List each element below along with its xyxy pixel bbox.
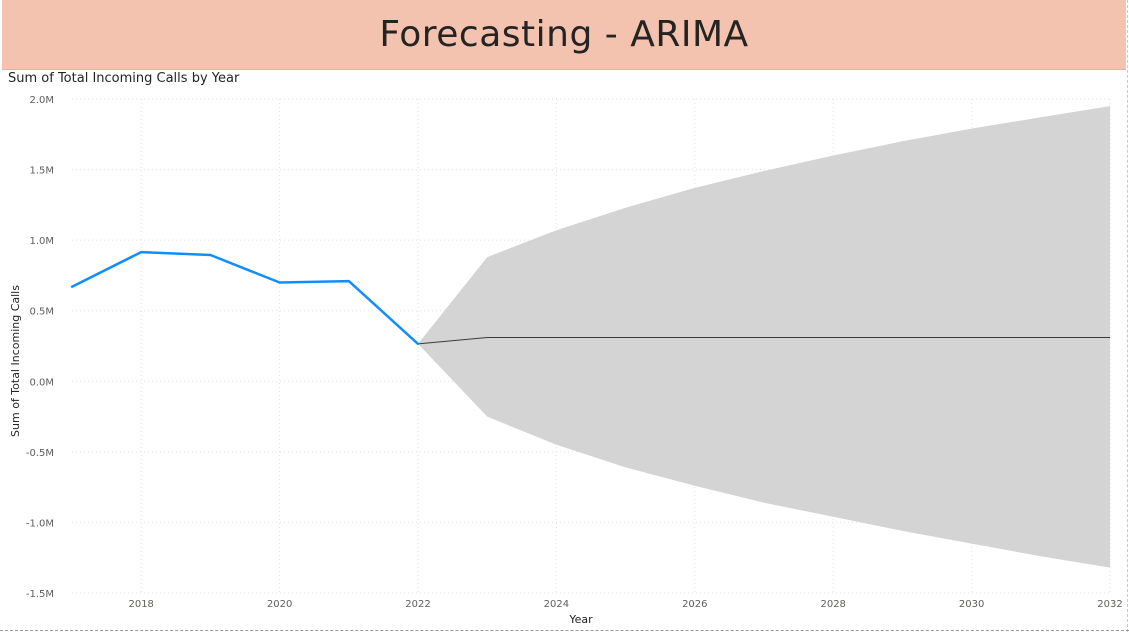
- forecast-line-chart-visual[interactable]: Sum of Total Incoming Calls by Year 2.0M…: [0, 70, 1129, 632]
- forecast-line: [417, 337, 1110, 345]
- visual-right-border: [1127, 0, 1128, 632]
- y-tick-label: 1.0M: [29, 236, 54, 247]
- actual-data-point: [70, 285, 74, 288]
- visual-bottom-border: [0, 630, 1129, 631]
- x-tick-label: 2018: [128, 599, 153, 610]
- y-tick-label: -1.5M: [26, 589, 54, 600]
- y-tick-label: -1.0M: [26, 518, 54, 529]
- y-axis-title: Sum of Total Incoming Calls: [9, 285, 22, 437]
- forecast-confidence-band: [418, 106, 1110, 568]
- x-tick-label: 2032: [1097, 599, 1122, 610]
- page-title: Forecasting - ARIMA: [379, 14, 749, 55]
- y-tick-label: 1.5M: [29, 166, 54, 177]
- x-tick-label: 2030: [959, 599, 984, 610]
- page-header: Forecasting - ARIMA: [2, 0, 1126, 70]
- x-axis-title: Year: [568, 613, 593, 626]
- actual-data-point: [140, 250, 143, 254]
- actual-data-point: [347, 279, 350, 283]
- chart-canvas[interactable]: 2.0M 1.5M 1.0M 0.5M 0.0M -0.5M -1.0M -1.5M 2018 2…: [0, 70, 1129, 632]
- x-tick-label: 2026: [682, 599, 707, 610]
- actual-data-point: [416, 342, 420, 346]
- y-tick-label: -0.5M: [26, 448, 54, 459]
- actual-data-point: [278, 281, 281, 284]
- x-tick-label: 2022: [405, 599, 430, 610]
- y-tick-label: 0.5M: [29, 307, 54, 318]
- y-tick-label: 2.0M: [29, 95, 54, 106]
- chart-title: Sum of Total Incoming Calls by Year: [8, 71, 240, 86]
- x-tick-label: 2020: [267, 599, 292, 610]
- x-tick-label: 2024: [544, 599, 569, 610]
- actual-series-line: [71, 250, 419, 345]
- actual-data-point: [209, 253, 212, 257]
- x-tick-label: 2028: [820, 599, 845, 610]
- y-tick-label: 0.0M: [29, 377, 54, 388]
